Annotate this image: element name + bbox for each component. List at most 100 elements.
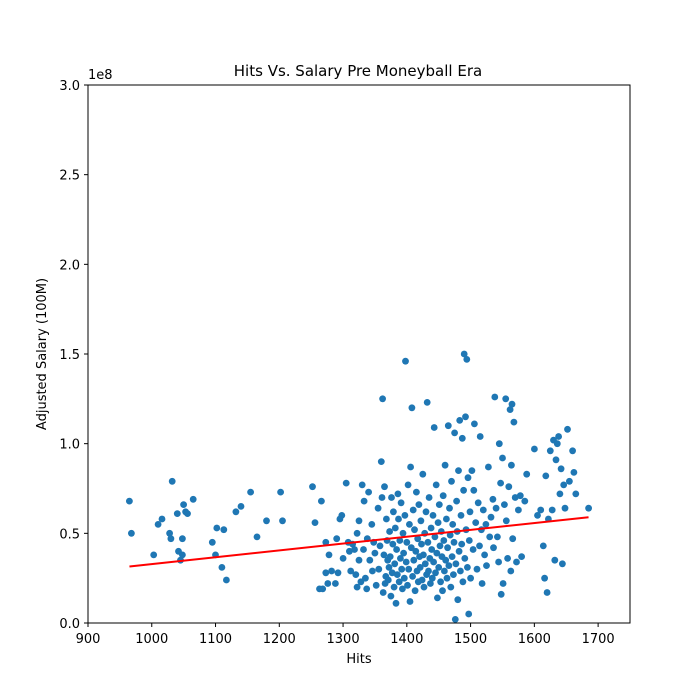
data-point: [416, 564, 424, 571]
data-point: [391, 560, 399, 568]
data-point: [441, 461, 449, 469]
data-point: [446, 504, 453, 512]
data-point: [428, 574, 436, 582]
data-point: [388, 569, 396, 577]
data-point: [490, 544, 497, 552]
data-point: [494, 533, 501, 541]
data-point: [277, 488, 284, 496]
data-point: [358, 481, 366, 489]
data-point: [542, 472, 550, 480]
data-point: [473, 565, 481, 573]
x-axis-label: Hits: [346, 652, 371, 667]
data-point: [521, 497, 529, 505]
data-point: [487, 513, 495, 521]
data-point: [352, 571, 360, 578]
data-point: [450, 538, 458, 546]
data-point: [511, 494, 519, 501]
data-point: [372, 581, 380, 589]
data-point: [408, 404, 416, 412]
data-point: [467, 574, 474, 582]
data-point: [508, 461, 515, 469]
data-point: [220, 526, 228, 534]
data-point: [537, 506, 545, 514]
data-point: [422, 508, 430, 516]
data-point: [401, 512, 409, 519]
data-point: [423, 399, 431, 406]
x-tick-label: 1500: [454, 632, 487, 647]
data-point: [351, 546, 358, 553]
data-point: [353, 529, 361, 537]
data-point: [381, 483, 388, 491]
data-point: [399, 585, 406, 593]
data-point: [400, 549, 407, 557]
data-point: [458, 434, 466, 442]
data-point: [501, 501, 508, 508]
data-point: [505, 483, 513, 491]
data-point: [369, 567, 376, 575]
y-offset-text: 1e8: [88, 68, 113, 83]
data-point: [432, 569, 439, 577]
data-point: [506, 406, 514, 413]
data-point: [322, 538, 330, 546]
data-point: [485, 463, 492, 471]
data-point: [458, 540, 466, 548]
data-point: [429, 512, 437, 519]
data-point: [319, 585, 327, 593]
data-point: [450, 571, 457, 578]
data-point: [232, 508, 240, 516]
data-point: [378, 494, 386, 501]
data-point: [481, 551, 488, 559]
x-tick-label: 900: [76, 632, 101, 647]
data-point: [453, 497, 460, 505]
data-point: [322, 569, 330, 577]
data-point: [179, 551, 186, 559]
data-point: [166, 529, 174, 537]
data-point: [509, 535, 517, 543]
data-point: [451, 616, 459, 623]
data-point: [167, 535, 175, 543]
trendline: [129, 516, 589, 568]
data-point: [497, 590, 505, 598]
data-point: [445, 562, 453, 569]
data-point: [410, 556, 418, 564]
data-point: [432, 481, 440, 489]
data-point: [559, 560, 566, 568]
data-point: [421, 560, 429, 568]
data-point: [223, 576, 230, 584]
data-point: [499, 454, 506, 462]
y-axis-label: Adjusted Salary (100M): [35, 278, 50, 430]
y-tick-label: 3.0: [59, 79, 80, 94]
scatter-points: [125, 350, 592, 623]
trendline-layer: [129, 516, 589, 568]
data-point: [418, 576, 426, 584]
data-point: [397, 499, 405, 507]
data-point: [454, 596, 462, 604]
data-point: [353, 583, 361, 591]
data-point: [334, 569, 342, 577]
data-point: [397, 555, 404, 562]
x-tick-label: 1100: [199, 632, 232, 647]
data-point: [446, 531, 454, 539]
data-point: [460, 486, 467, 494]
data-point: [434, 519, 442, 526]
data-point: [551, 556, 559, 564]
data-point: [409, 573, 416, 580]
data-point: [425, 567, 432, 575]
data-point: [366, 556, 374, 564]
data-point: [515, 506, 522, 514]
data-point: [523, 470, 531, 478]
data-point: [448, 553, 456, 560]
data-point: [213, 524, 221, 532]
data-point: [447, 583, 455, 591]
data-point: [424, 538, 432, 546]
data-point: [557, 465, 565, 473]
data-point: [263, 517, 270, 525]
data-point: [396, 537, 404, 544]
data-point: [569, 447, 576, 455]
data-point: [518, 553, 525, 560]
data-point: [407, 463, 414, 471]
data-point: [474, 499, 482, 507]
data-point: [402, 558, 410, 566]
data-point: [395, 515, 402, 523]
